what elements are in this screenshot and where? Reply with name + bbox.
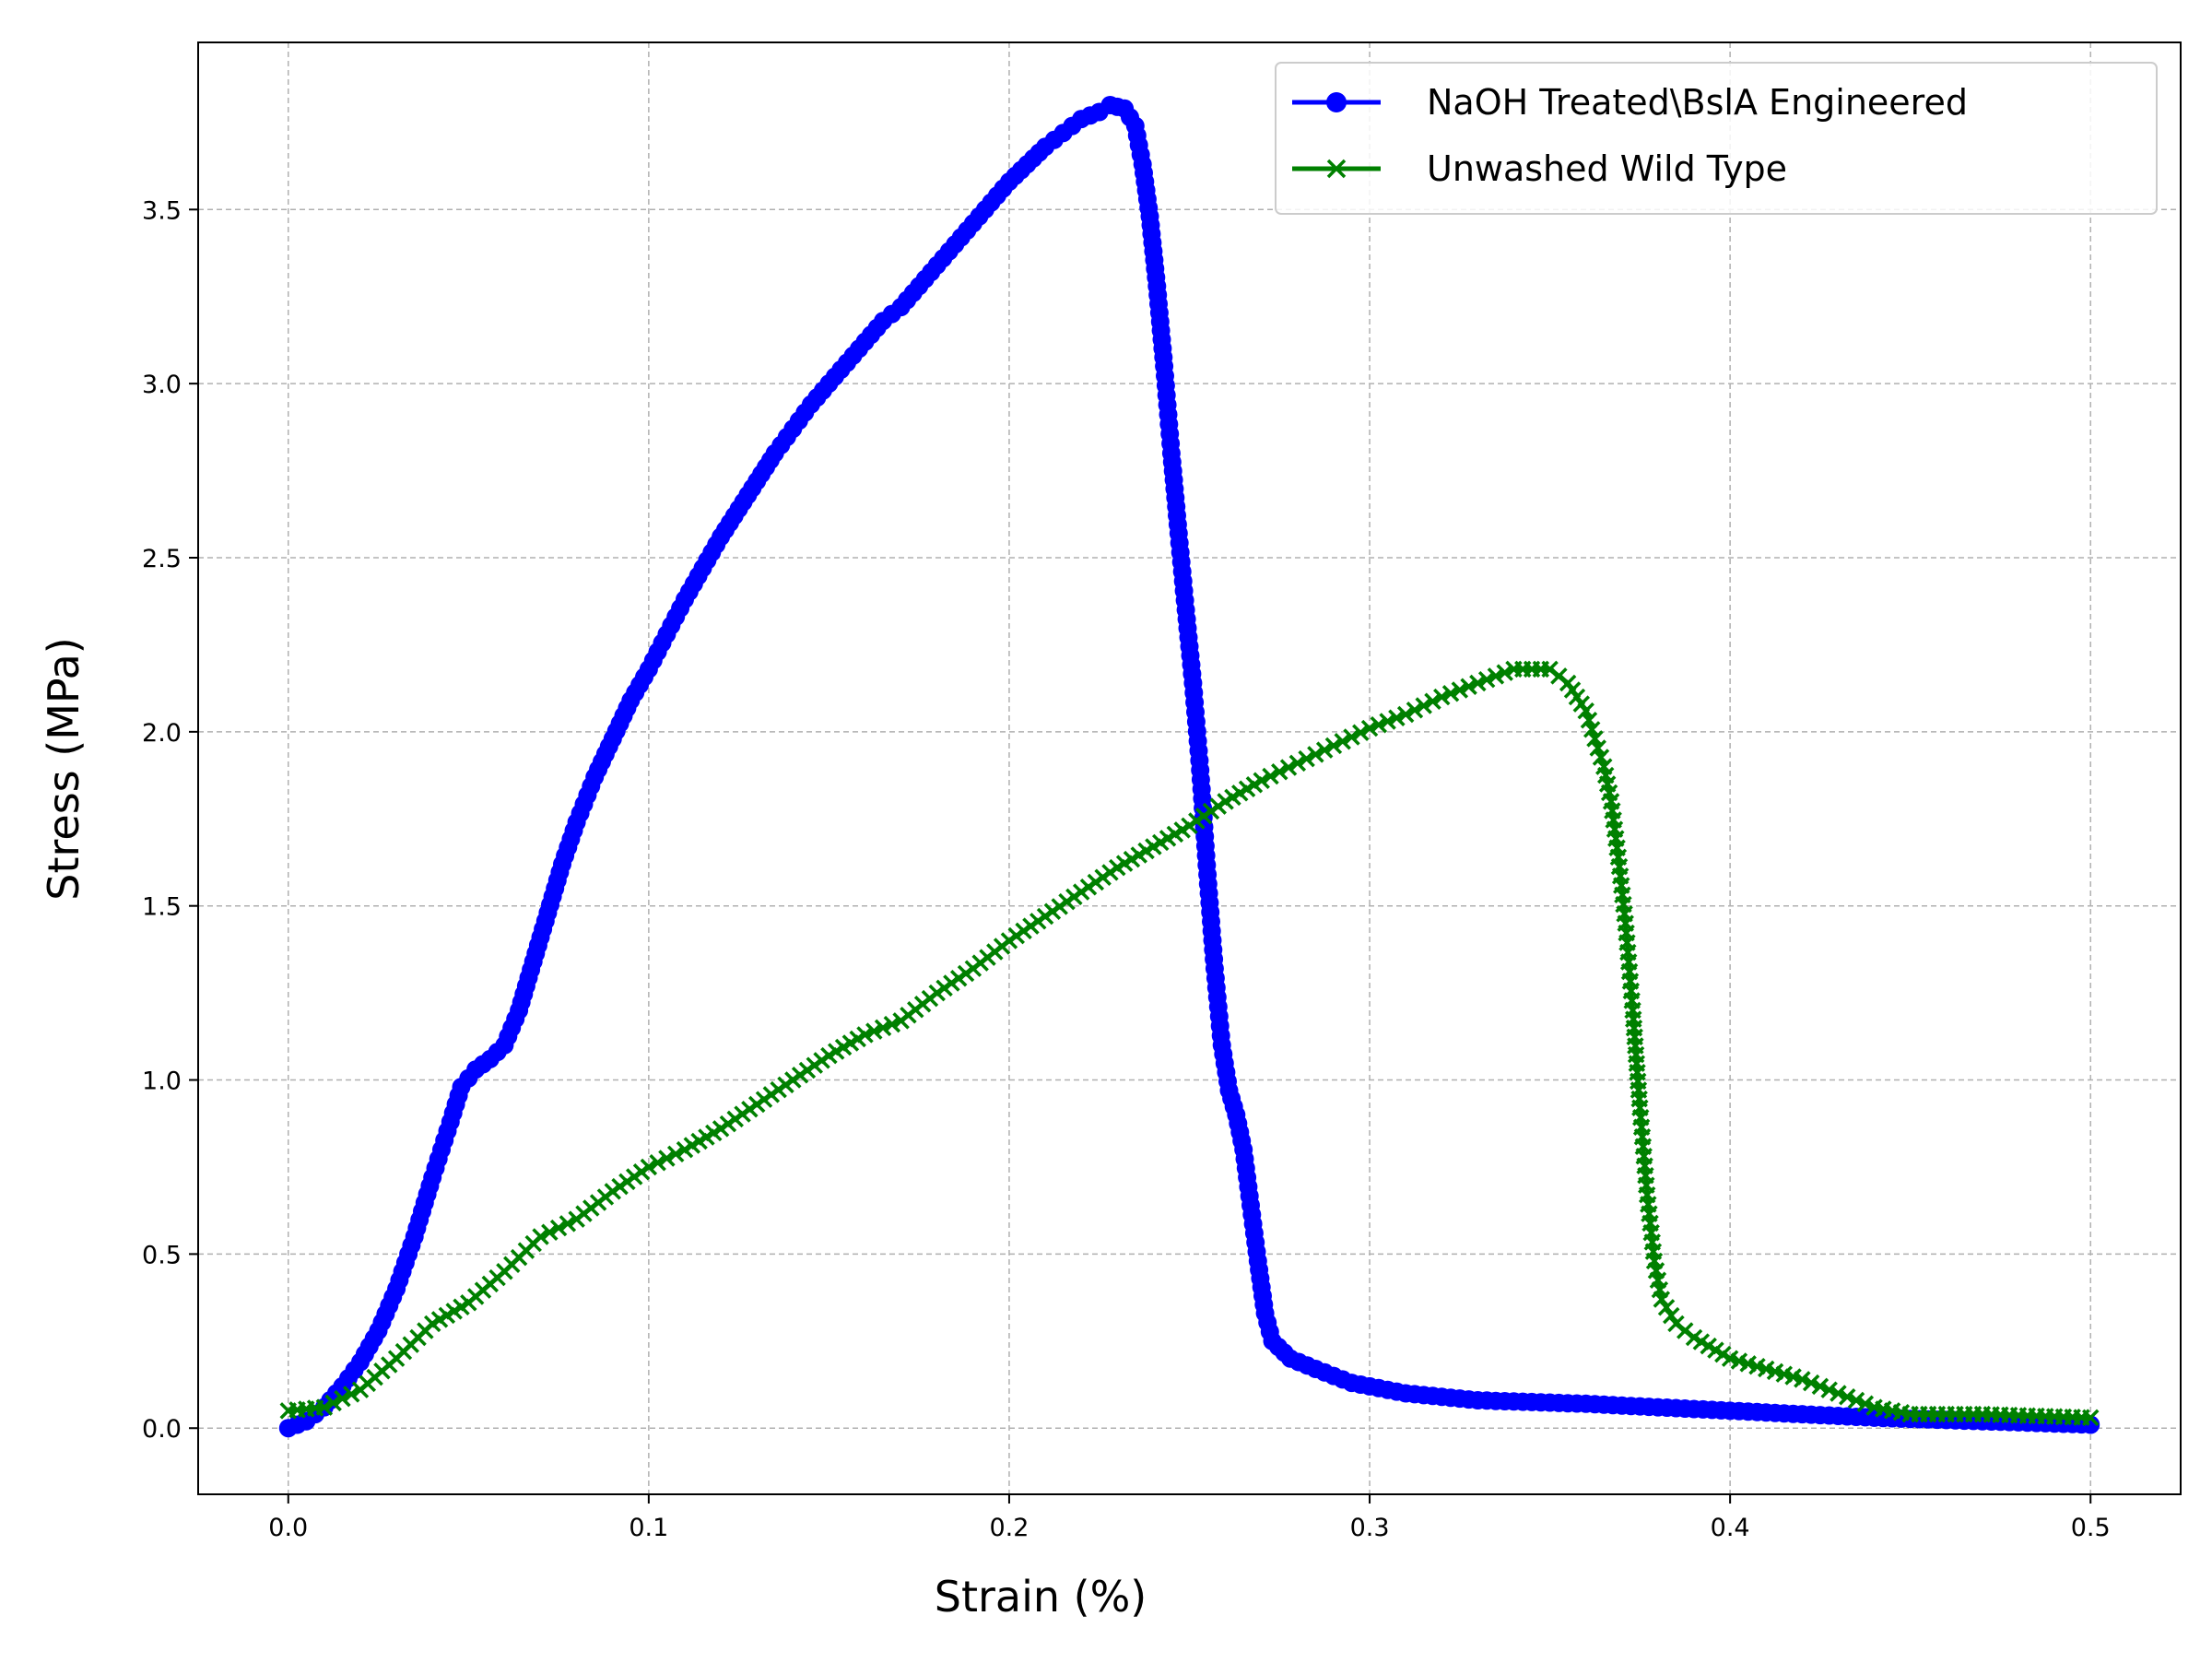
data-point [856, 1026, 874, 1044]
data-point [666, 1145, 685, 1163]
data-point [1298, 749, 1315, 768]
data-point [649, 1154, 666, 1172]
legend-label: Unwashed Wild Type [1427, 148, 1787, 189]
x-tick-label: 0.0 [268, 1514, 308, 1542]
data-point [549, 1219, 568, 1237]
legend-entry: Unwashed Wild Type [1292, 148, 1787, 189]
data-point [1288, 754, 1307, 773]
data-point [532, 1228, 549, 1245]
legend-marker [1326, 159, 1347, 179]
data-point [2081, 1409, 2100, 1427]
data-point [1496, 664, 1513, 681]
y-tick-label: 3.0 [142, 371, 182, 399]
data-point [1334, 732, 1351, 750]
data-point [1315, 741, 1334, 759]
series-unwashed-wild-type [279, 660, 2100, 1427]
x-tick-label: 0.1 [629, 1514, 668, 1542]
series-layer [278, 96, 2100, 1438]
x-tick-label: 0.4 [1711, 1514, 1750, 1542]
axis-ticks: 0.0 0.1 0.2 0.3 0.4 0.5 0.0 0.5 1.0 1.5 2.0 2.5 3.0 3… [142, 196, 2111, 1542]
data-point [1663, 1306, 1680, 1325]
data-point [640, 1158, 658, 1176]
y-tick-label: 1.5 [142, 893, 182, 922]
data-point [1487, 667, 1505, 685]
legend-frame [1275, 62, 2158, 215]
data-point [1433, 688, 1451, 706]
data-point [1583, 721, 1601, 738]
y-tick-label: 2.0 [142, 719, 182, 748]
legend-entry: NaOH Treated\BslA Engineered [1292, 82, 1968, 123]
y-axis-label: Stress (MPa) [39, 637, 88, 900]
data-point [1352, 724, 1370, 742]
data-point [1592, 749, 1610, 766]
data-point [883, 1015, 901, 1033]
data-point [1589, 739, 1606, 757]
data-point [1441, 685, 1460, 702]
data-point [1477, 670, 1496, 689]
data-point [1388, 709, 1406, 726]
data-point [1802, 1374, 1820, 1392]
data-point [865, 1022, 883, 1040]
data-point [1586, 730, 1604, 748]
data-point [1279, 759, 1298, 776]
data-point [1396, 705, 1415, 724]
data-point [315, 1398, 334, 1416]
data-point [334, 1389, 351, 1408]
data-point [324, 1394, 342, 1412]
data-point [559, 1215, 577, 1233]
data-point [658, 1150, 676, 1167]
x-axis-label: Strain (%) [935, 1572, 1147, 1622]
data-point [1820, 1381, 1838, 1398]
data-point [874, 1019, 892, 1037]
data-point [1830, 1385, 1847, 1402]
x-tick-label: 0.3 [1350, 1514, 1390, 1542]
data-point [541, 1223, 559, 1242]
data-point [1424, 692, 1441, 711]
data-point [1406, 701, 1424, 719]
data-point [1577, 702, 1594, 720]
y-tick-label: 1.0 [142, 1067, 182, 1096]
data-point [1307, 746, 1324, 763]
data-point [1324, 737, 1343, 755]
data-point [1262, 767, 1279, 785]
data-point [1839, 1388, 1856, 1406]
data-point [1811, 1377, 1830, 1396]
data-point [342, 1386, 360, 1403]
data-point [1415, 697, 1432, 714]
x-tick-label: 0.2 [989, 1514, 1029, 1542]
legend-label: NaOH Treated\BslA Engineered [1427, 82, 1968, 123]
data-point [1271, 763, 1288, 781]
data-point [1370, 716, 1388, 734]
data-point [1469, 674, 1487, 692]
data-point [1379, 713, 1396, 730]
data-point [1657, 1299, 1676, 1316]
data-point [1460, 678, 1477, 695]
plot-frame [197, 41, 2182, 1495]
data-point [1360, 719, 1379, 737]
y-tick-label: 3.5 [142, 196, 182, 225]
data-point [1856, 1395, 1875, 1413]
data-point [1451, 681, 1469, 699]
data-point [1847, 1391, 1865, 1409]
y-tick-label: 0.0 [142, 1415, 182, 1444]
x-tick-label: 0.5 [2071, 1514, 2111, 1542]
data-point [1253, 772, 1270, 789]
y-tick-label: 2.5 [142, 545, 182, 573]
data-point [1580, 712, 1598, 729]
data-point [1653, 1291, 1671, 1308]
legend-marker [1326, 92, 1347, 112]
data-point [1794, 1371, 1811, 1388]
y-tick-label: 0.5 [142, 1241, 182, 1269]
data-point [1343, 728, 1360, 746]
legend: NaOH Treated\BslA Engineered Unwashed Wil… [1275, 62, 2158, 215]
